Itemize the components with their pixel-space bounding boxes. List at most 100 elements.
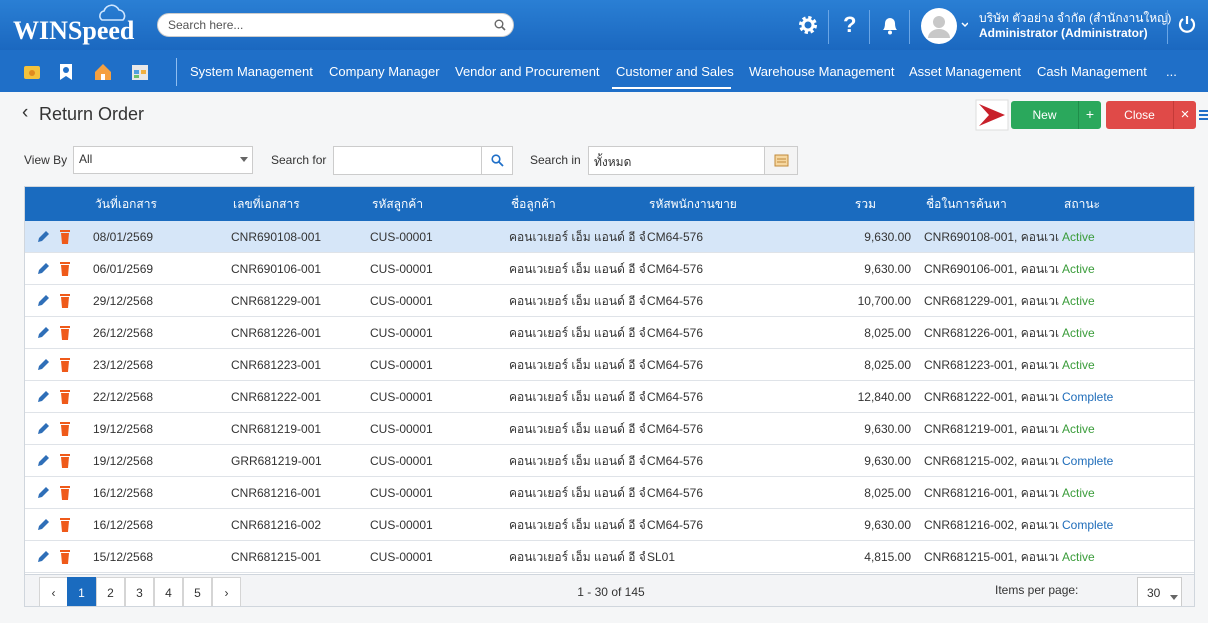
table-row[interactable]: 23/12/2568 CNR681223-001 CUS-00001 คอนเวเยอ… <box>25 349 1194 381</box>
table-body: 08/01/2569 CNR690108-001 CUS-00001 คอนเวเยอ… <box>25 221 1194 574</box>
table-row[interactable]: 16/12/2568 CNR681216-001 CUS-00001 คอนเวเยอ… <box>25 477 1194 509</box>
avatar[interactable] <box>920 7 968 45</box>
cell-text: คอนเวเยอร์ เอ็ม แอนด์ อี จำ <box>509 390 645 404</box>
cell-text: CUS-00001 <box>370 358 433 372</box>
cell-text: 9,630.00 <box>864 262 911 276</box>
nav-more[interactable]: ... <box>1166 64 1177 79</box>
pointer-arrow <box>975 99 1009 131</box>
divider <box>828 10 829 44</box>
cell-text: CUS-00001 <box>370 422 433 436</box>
cell-text: CM64-576 <box>647 518 704 532</box>
nav-item[interactable]: Warehouse Management <box>749 64 895 79</box>
table-row[interactable]: 29/12/2568 CNR681229-001 CUS-00001 คอนเวเยอ… <box>25 285 1194 317</box>
nav-item[interactable]: Asset Management <box>909 64 1022 79</box>
cell-text: CM64-576 <box>647 454 704 468</box>
items-per-page-select[interactable]: 30 <box>1137 577 1182 606</box>
row-actions[interactable] <box>35 517 71 533</box>
divider <box>1167 10 1168 44</box>
settings-icon[interactable] <box>797 14 819 36</box>
nav-item[interactable]: Cash Management <box>1037 64 1147 79</box>
row-actions[interactable] <box>35 293 71 309</box>
cell-text: คอนเวเยอร์ เอ็ม แอนด์ อี จำ <box>509 518 645 532</box>
view-by-select[interactable]: All <box>73 146 253 174</box>
cell-text: CM64-576 <box>647 294 704 308</box>
row-actions[interactable] <box>35 261 71 277</box>
notification-icon[interactable] <box>880 14 900 36</box>
column-header[interactable]: รหัสพนักงานขาย <box>649 197 737 211</box>
cell-text: 8,025.00 <box>864 326 911 340</box>
table-row[interactable]: 16/12/2568 CNR681216-002 CUS-00001 คอนเวเยอ… <box>25 509 1194 541</box>
power-icon[interactable] <box>1177 14 1197 34</box>
column-header[interactable]: เลขที่เอกสาร <box>233 197 300 211</box>
cell-text: 29/12/2568 <box>93 294 154 308</box>
new-plus: + <box>1085 106 1095 122</box>
page-button[interactable]: 5 <box>183 577 212 606</box>
back-icon[interactable]: ‹ <box>22 102 29 123</box>
column-header[interactable]: รวม <box>854 197 876 211</box>
cell-text: CNR690106-001 <box>231 262 322 276</box>
page-button[interactable]: 1 <box>67 577 96 606</box>
nav-shortcuts[interactable] <box>22 62 162 82</box>
page-prev[interactable]: ‹ <box>39 577 68 606</box>
cell-text: 15/12/2568 <box>93 550 154 564</box>
search-icon <box>491 154 504 167</box>
search-box[interactable]: Search here... <box>157 13 514 37</box>
table-row[interactable]: 19/12/2568 GRR681219-001 CUS-00001 คอนเวเยอ… <box>25 445 1194 477</box>
menu-icon[interactable] <box>1199 109 1208 121</box>
table-row[interactable]: 06/01/2569 CNR690106-001 CUS-00001 คอนเวเยอ… <box>25 253 1194 285</box>
column-header[interactable]: รหัสลูกค้า <box>372 197 424 211</box>
pagination-bar: ‹ 1 2 3 4 5 › 1 - 30 of 145 Items per page: 30 <box>25 574 1194 606</box>
row-actions[interactable] <box>35 389 71 405</box>
column-header[interactable]: ชื่อลูกค้า <box>511 197 556 211</box>
cell-text: CNR681216-001 <box>231 486 322 500</box>
page-button[interactable]: 3 <box>125 577 154 606</box>
cell-text: CNR681229-001 <box>231 294 322 308</box>
cell-text: CNR690106-001, คอนเวเย <box>924 262 1059 276</box>
nav-item[interactable]: System Management <box>190 64 313 79</box>
table-row[interactable]: 08/01/2569 CNR690108-001 CUS-00001 คอนเวเยอ… <box>25 221 1194 253</box>
row-actions[interactable] <box>35 325 71 341</box>
cell-text: CNR681226-001, คอนเวเย <box>924 326 1059 340</box>
status: Active <box>1062 422 1095 436</box>
column-header[interactable]: ชื่อในการค้นหา <box>926 197 1007 211</box>
search-button[interactable] <box>481 146 513 175</box>
items-per-page-label: Items per page: <box>995 583 1079 597</box>
page-next[interactable]: › <box>212 577 241 606</box>
status: Active <box>1062 358 1095 372</box>
column-header[interactable]: วันที่เอกสาร <box>95 197 157 211</box>
cell-text: 23/12/2568 <box>93 358 154 372</box>
cell-text: 9,630.00 <box>864 518 911 532</box>
cell-text: CUS-00001 <box>370 326 433 340</box>
row-actions[interactable] <box>35 229 71 245</box>
cell-text: CM64-576 <box>647 262 704 276</box>
table-row[interactable]: 22/12/2568 CNR681222-001 CUS-00001 คอนเวเยอ… <box>25 381 1194 413</box>
row-actions[interactable] <box>35 421 71 437</box>
search-for-input[interactable] <box>333 146 482 175</box>
row-actions[interactable] <box>35 485 71 501</box>
close-button[interactable]: Close × <box>1106 101 1196 129</box>
cell-text: CUS-00001 <box>370 390 433 404</box>
row-actions[interactable] <box>35 357 71 373</box>
row-actions[interactable] <box>35 453 71 469</box>
cell-text: คอนเวเยอร์ เอ็ม แอนด์ อี จำ <box>509 486 645 500</box>
nav-item[interactable]: Company Manager <box>329 64 440 79</box>
logo[interactable]: WINSpeed <box>13 16 135 45</box>
cell-text: CNR681219-001 <box>231 422 322 436</box>
help-icon[interactable]: ? <box>843 12 857 37</box>
table-row[interactable]: 15/12/2568 CNR681215-001 CUS-00001 คอนเวเยอ… <box>25 541 1194 573</box>
cell-text: CNR681216-002, คอนเวเย <box>924 518 1059 532</box>
search-in-button[interactable] <box>764 146 798 175</box>
search-in-input[interactable]: ทั้งหมด <box>588 146 765 175</box>
cell-text: CM64-576 <box>647 326 704 340</box>
nav-item[interactable]: Vendor and Procurement <box>455 64 600 79</box>
page-button[interactable]: 2 <box>96 577 125 606</box>
nav-item[interactable]: Customer and Sales <box>616 64 734 79</box>
active-underline <box>612 87 731 89</box>
new-button[interactable]: New + <box>1011 101 1101 129</box>
page-button[interactable]: 4 <box>154 577 183 606</box>
table-row[interactable]: 19/12/2568 CNR681219-001 CUS-00001 คอนเวเยอ… <box>25 413 1194 445</box>
cell-text: คอนเวเยอร์ เอ็ม แอนด์ อี จำ <box>509 294 645 308</box>
table-row[interactable]: 26/12/2568 CNR681226-001 CUS-00001 คอนเวเยอ… <box>25 317 1194 349</box>
column-header[interactable]: สถานะ <box>1064 197 1100 211</box>
row-actions[interactable] <box>35 549 71 565</box>
